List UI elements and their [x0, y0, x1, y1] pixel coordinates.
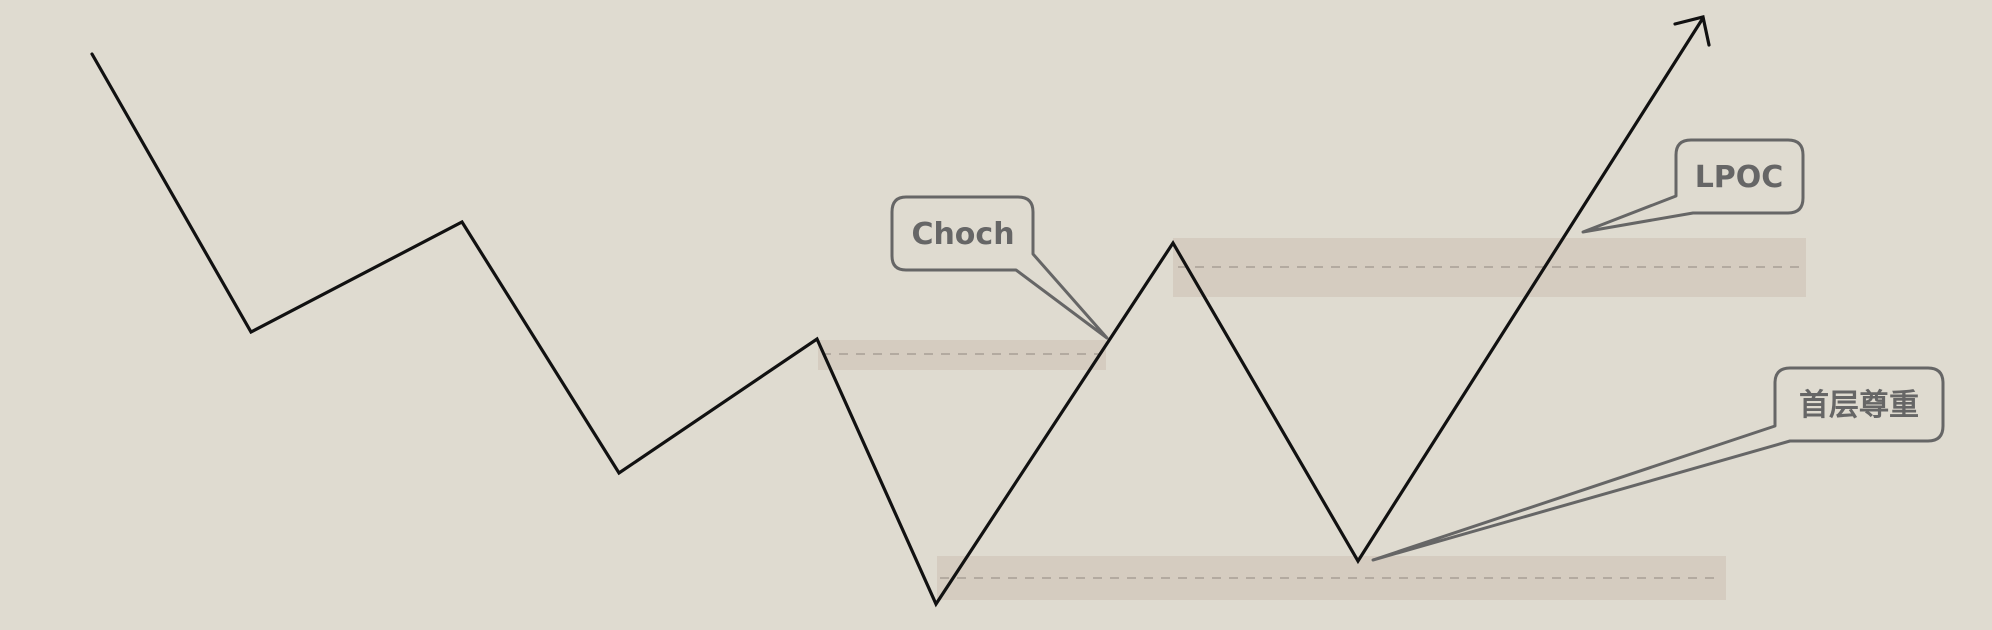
lpoc-label: LPOC [1695, 160, 1784, 195]
lpoc-callout: LPOC [1581, 138, 1805, 234]
lpoc-callout-bubble [1581, 138, 1805, 234]
choch-level-zone [818, 340, 1106, 370]
first-respect-callout-bubble [1371, 366, 1945, 562]
choch-callout: Choch [890, 195, 1109, 340]
first-respect-callout: 首层尊重 [1371, 366, 1945, 562]
choch-label: Choch [911, 217, 1014, 252]
price-path-line [90, 16, 1705, 608]
arrow-head-icon [1673, 15, 1711, 47]
choch-callout-bubble [890, 195, 1109, 340]
first-respect-label: 首层尊重 [1799, 388, 1919, 423]
